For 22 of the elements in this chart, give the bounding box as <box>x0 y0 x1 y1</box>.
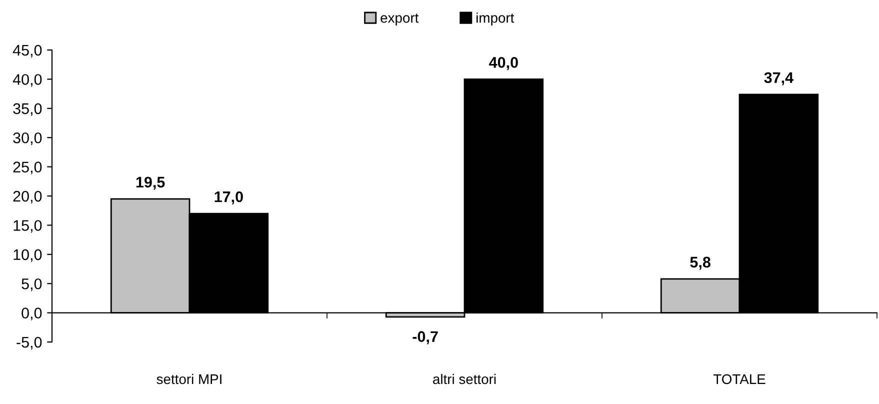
y-tick-label: 35,0 <box>13 103 42 116</box>
legend-label: import <box>476 12 514 26</box>
y-tick-label: 40,0 <box>12 74 42 87</box>
y-tick-label: 45,0 <box>12 44 42 58</box>
data-label: -0,7 <box>412 331 438 344</box>
y-tick-label: 15,0 <box>14 220 42 233</box>
y-tick-label: 0,0 <box>22 308 42 320</box>
data-label: 5,8 <box>690 256 710 270</box>
data-label: 40,0 <box>489 57 518 70</box>
data-label: 19,5 <box>136 176 165 190</box>
y-tick-label: 30,0 <box>13 132 42 146</box>
y-tick-label: 20,0 <box>13 190 42 204</box>
y-tick-label: 5,0 <box>22 278 42 292</box>
y-tick-label: 10,0 <box>14 249 42 262</box>
x-tick-label: altri settori <box>433 374 496 384</box>
data-label: 17,0 <box>214 191 243 204</box>
data-label: 37,4 <box>764 72 794 86</box>
y-tick-label: 25,0 <box>13 162 42 174</box>
x-tick-label: settori MPI <box>156 374 222 384</box>
legend-label: export <box>380 14 419 26</box>
y-tick-label: -5,0 <box>16 336 42 350</box>
x-tick-label: TOTALE <box>713 374 766 384</box>
